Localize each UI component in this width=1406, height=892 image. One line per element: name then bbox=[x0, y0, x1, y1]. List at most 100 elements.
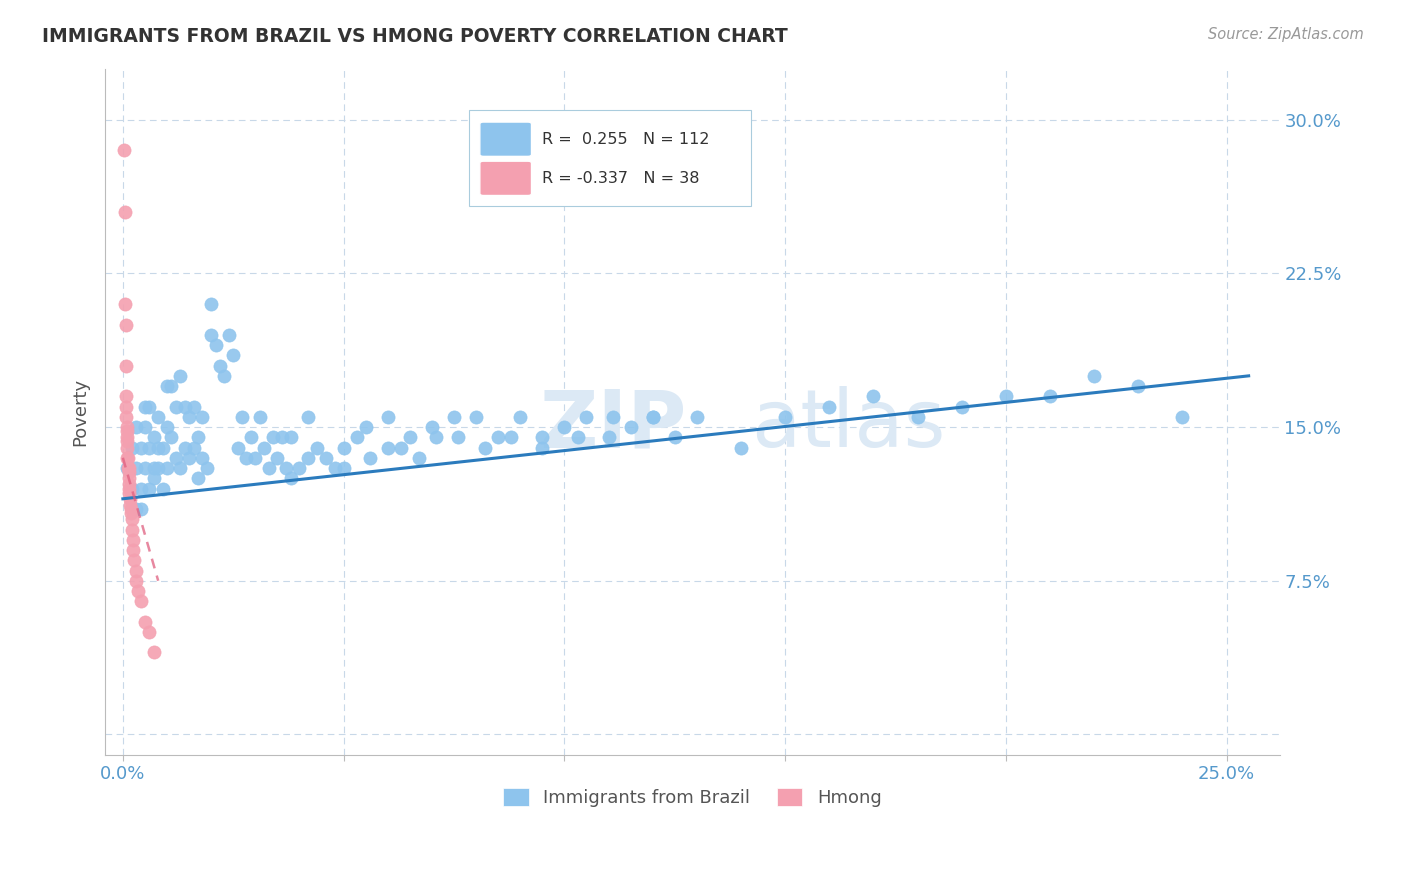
Point bbox=[118, 485, 141, 500]
Text: Source: ZipAtlas.com: Source: ZipAtlas.com bbox=[1208, 27, 1364, 42]
Point bbox=[177, 450, 200, 465]
Point bbox=[134, 400, 156, 414]
Point bbox=[276, 461, 298, 475]
Point bbox=[118, 477, 141, 491]
Point bbox=[120, 506, 142, 520]
Point bbox=[152, 482, 174, 496]
Point bbox=[125, 502, 148, 516]
Point bbox=[200, 327, 222, 342]
Point bbox=[245, 450, 267, 465]
Point bbox=[323, 461, 346, 475]
Point bbox=[115, 389, 138, 403]
Point bbox=[187, 471, 209, 485]
Point bbox=[114, 297, 136, 311]
Point bbox=[465, 409, 488, 424]
Point bbox=[420, 420, 443, 434]
Point bbox=[114, 205, 136, 219]
Point bbox=[531, 441, 554, 455]
Point bbox=[226, 441, 249, 455]
Point bbox=[129, 482, 152, 496]
Point bbox=[121, 533, 143, 547]
FancyBboxPatch shape bbox=[470, 110, 751, 206]
Point bbox=[602, 409, 624, 424]
Point bbox=[531, 430, 554, 444]
Point bbox=[115, 420, 138, 434]
Point bbox=[117, 461, 139, 475]
Point bbox=[297, 450, 319, 465]
Point bbox=[270, 430, 292, 444]
Point bbox=[377, 409, 399, 424]
Point bbox=[266, 450, 288, 465]
Point bbox=[249, 409, 271, 424]
Point bbox=[332, 441, 354, 455]
Point bbox=[148, 441, 170, 455]
Y-axis label: Poverty: Poverty bbox=[72, 377, 89, 446]
Text: R = -0.337   N = 38: R = -0.337 N = 38 bbox=[543, 171, 700, 186]
Point bbox=[148, 461, 170, 475]
Point bbox=[142, 461, 165, 475]
Point bbox=[117, 465, 139, 479]
Point bbox=[1083, 368, 1105, 383]
Point bbox=[160, 379, 183, 393]
Point bbox=[307, 441, 329, 455]
Point bbox=[664, 430, 686, 444]
Point bbox=[187, 430, 209, 444]
Point bbox=[173, 441, 195, 455]
Point bbox=[862, 389, 884, 403]
Point bbox=[117, 434, 139, 449]
Point bbox=[112, 144, 135, 158]
Point bbox=[641, 409, 664, 424]
Point bbox=[156, 420, 179, 434]
Point bbox=[994, 389, 1017, 403]
Point bbox=[121, 512, 143, 526]
Point bbox=[501, 430, 523, 444]
Point bbox=[129, 441, 152, 455]
Point bbox=[231, 409, 253, 424]
Point bbox=[288, 461, 311, 475]
Point bbox=[200, 297, 222, 311]
Point bbox=[134, 615, 156, 629]
Point bbox=[730, 441, 752, 455]
Point bbox=[253, 441, 276, 455]
FancyBboxPatch shape bbox=[479, 161, 531, 195]
Point bbox=[120, 502, 142, 516]
Point bbox=[195, 461, 218, 475]
Point bbox=[262, 430, 284, 444]
Point bbox=[218, 327, 240, 342]
Point bbox=[118, 471, 141, 485]
Point bbox=[398, 430, 420, 444]
Point bbox=[129, 594, 152, 608]
Point bbox=[1128, 379, 1150, 393]
Point bbox=[297, 409, 319, 424]
Point bbox=[142, 430, 165, 444]
Point bbox=[567, 430, 589, 444]
Point bbox=[156, 461, 179, 475]
Point bbox=[115, 409, 138, 424]
Point bbox=[773, 409, 796, 424]
Point bbox=[117, 450, 139, 465]
Point bbox=[160, 430, 183, 444]
Point bbox=[183, 400, 205, 414]
Point bbox=[117, 424, 139, 438]
Point bbox=[118, 491, 141, 506]
Point bbox=[156, 379, 179, 393]
Point bbox=[191, 409, 214, 424]
Point bbox=[115, 400, 138, 414]
Point bbox=[152, 441, 174, 455]
Point bbox=[142, 471, 165, 485]
Point bbox=[208, 359, 231, 373]
Point bbox=[148, 409, 170, 424]
Point bbox=[125, 420, 148, 434]
Point bbox=[169, 368, 191, 383]
Point bbox=[447, 430, 470, 444]
Point bbox=[354, 420, 377, 434]
Point bbox=[280, 471, 302, 485]
Legend: Immigrants from Brazil, Hmong: Immigrants from Brazil, Hmong bbox=[496, 781, 889, 814]
Point bbox=[408, 450, 430, 465]
Point bbox=[907, 409, 929, 424]
Text: R =  0.255   N = 112: R = 0.255 N = 112 bbox=[543, 132, 710, 146]
Point bbox=[122, 553, 145, 567]
Point bbox=[332, 461, 354, 475]
Point bbox=[121, 482, 143, 496]
Point bbox=[641, 409, 664, 424]
